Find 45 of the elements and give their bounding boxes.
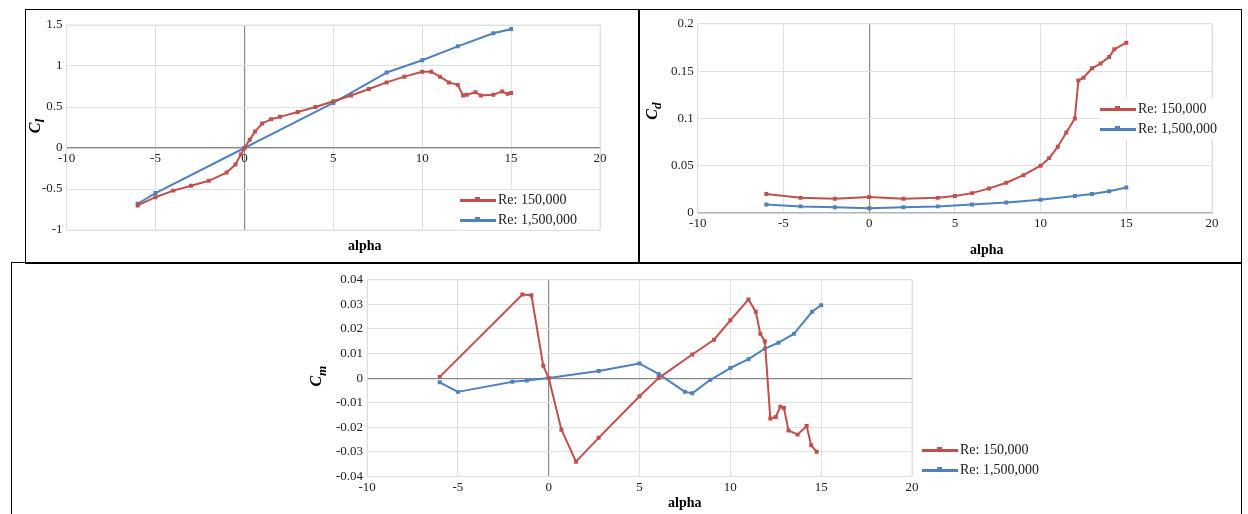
x-tick-label: -5 — [452, 478, 464, 494]
legend-label: Re: 150,000 — [1138, 100, 1207, 119]
x-tick-label: 10 — [723, 478, 737, 494]
y-tick-label: -0.02 — [335, 418, 364, 434]
x-tick-label: 20 — [1205, 215, 1219, 231]
x-axis-title: alpha — [668, 495, 702, 511]
legend-label: Re: 150,000 — [960, 441, 1029, 460]
y-tick-label: 0.1 — [677, 109, 694, 125]
y-tick-label: 0.2 — [677, 15, 694, 31]
x-tick-label: 5 — [330, 150, 337, 166]
x-axis-title: alpha — [970, 242, 1004, 258]
y-tick-label: 0.03 — [340, 295, 364, 311]
y-tick-label: 0.04 — [340, 271, 364, 287]
x-tick-label: 15 — [504, 150, 518, 166]
x-axis-title: alpha — [348, 238, 382, 254]
y-tick-label: 0.5 — [46, 98, 63, 114]
y-tick-label: -0.04 — [335, 467, 364, 483]
x-tick-label: 5 — [636, 478, 643, 494]
y-tick-label: -0.01 — [335, 394, 364, 410]
x-tick-label: 15 — [1119, 215, 1133, 231]
y-tick-label: -1 — [51, 221, 63, 237]
legend-label: Re: 150,000 — [498, 191, 567, 209]
x-tick-label: 5 — [951, 215, 959, 231]
y-tick-label: -0.03 — [335, 443, 364, 459]
y-tick-label: 0 — [356, 369, 364, 385]
y-tick-label: 1 — [56, 57, 63, 73]
x-tick-label: 15 — [814, 478, 828, 494]
x-tick-label: -5 — [150, 150, 161, 166]
legend-label: Re: 1,500,000 — [498, 211, 577, 229]
x-tick-label: -5 — [778, 215, 789, 231]
x-tick-label: 0 — [865, 215, 873, 231]
x-tick-label: 0 — [241, 150, 248, 166]
y-tick-label: 1.5 — [46, 16, 63, 32]
x-tick-label: 10 — [1034, 215, 1048, 231]
y-tick-label: 0.15 — [671, 62, 694, 78]
x-tick-label: 0 — [545, 478, 552, 494]
x-tick-label: 20 — [905, 478, 919, 494]
x-tick-label: 20 — [593, 150, 607, 166]
legend-label: Re: 1,500,000 — [960, 461, 1039, 480]
y-tick-label: -0.5 — [41, 180, 63, 196]
y-tick-label: 0.02 — [340, 320, 364, 336]
y-tick-label: 0.01 — [340, 344, 364, 360]
x-tick-label: 10 — [415, 150, 429, 166]
legend-label: Re: 1,500,000 — [1138, 120, 1217, 139]
y-tick-label: 0.05 — [671, 157, 694, 173]
